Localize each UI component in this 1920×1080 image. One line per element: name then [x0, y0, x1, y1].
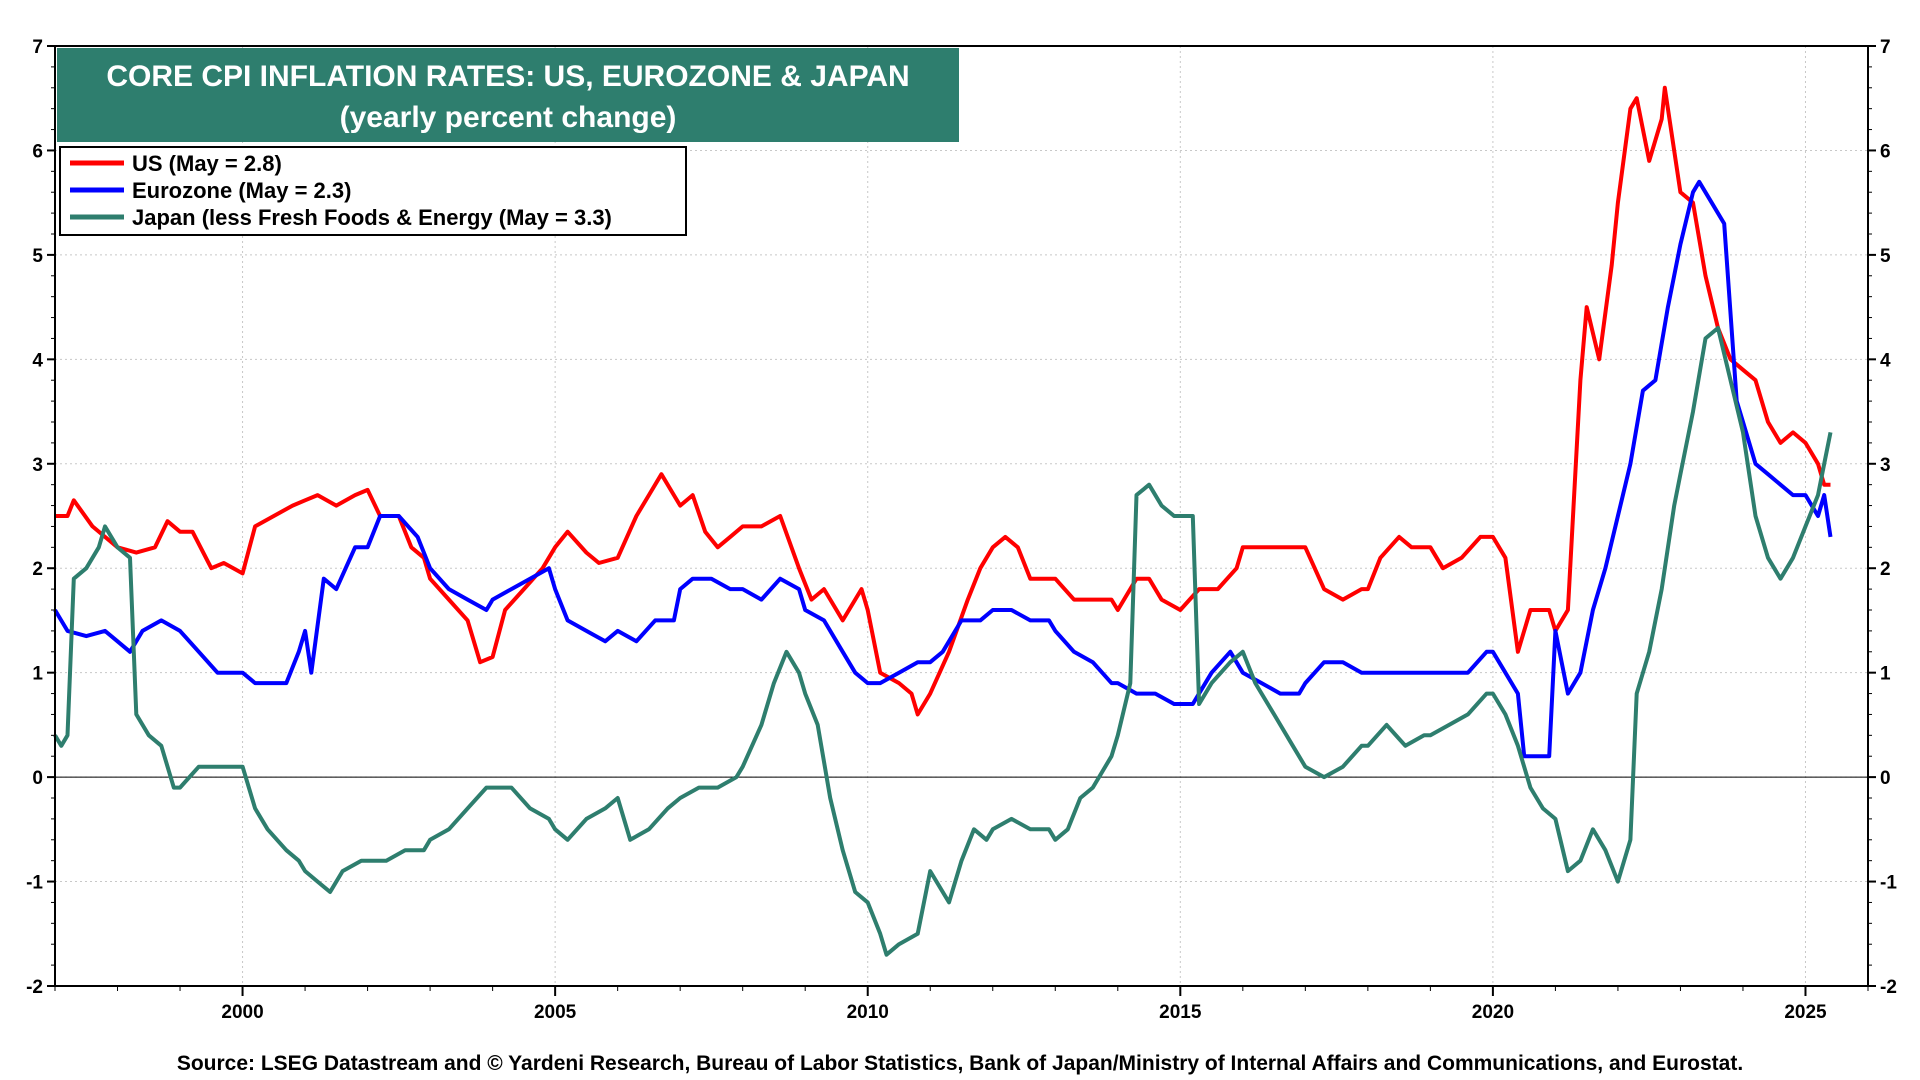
x-tick-label: 2005	[534, 1002, 577, 1023]
y-tick-label-right: 1	[1880, 664, 1891, 685]
legend-box	[59, 146, 687, 236]
legend-label-japan: Japan (less Fresh Foods & Energy (May = …	[132, 205, 612, 230]
y-tick-label-left: 4	[32, 350, 43, 371]
y-tick-label-left: 7	[32, 37, 43, 58]
y-tick-label-right: 2	[1880, 559, 1891, 580]
y-tick-label-right: -2	[1880, 977, 1897, 998]
y-tick-label-right: 0	[1880, 768, 1891, 789]
legend: US (May = 2.8) Eurozone (May = 2.3) Japa…	[59, 146, 687, 236]
x-tick-label: 2020	[1472, 1002, 1514, 1023]
plot-border	[54, 45, 1869, 987]
y-tick-label-right: 3	[1880, 455, 1891, 476]
y-tick-label-right: 6	[1880, 141, 1891, 162]
y-tick-label-right: -1	[1880, 873, 1897, 894]
title-box: CORE CPI INFLATION RATES: US, EUROZONE &…	[57, 48, 959, 142]
y-tick-label-left: 2	[32, 559, 43, 580]
y-tick-label-left: 5	[32, 246, 43, 267]
x-tick-label: 2015	[1159, 1002, 1202, 1023]
y-tick-label-right: 4	[1880, 350, 1891, 371]
y-tick-label-left: -2	[26, 977, 43, 998]
y-tick-label-left: 0	[32, 768, 43, 789]
y-tick-label-left: 3	[32, 455, 43, 476]
chart-subtitle: (yearly percent change)	[340, 101, 677, 134]
eurozone-line	[53, 179, 1833, 759]
chart-title: CORE CPI INFLATION RATES: US, EUROZONE &…	[106, 60, 909, 93]
x-tick-label: 2010	[847, 1002, 889, 1023]
legend-label-us: US (May = 2.8)	[132, 151, 282, 176]
y-tick-label-right: 7	[1880, 37, 1891, 58]
x-tick-label: 2000	[221, 1002, 263, 1023]
y-axis-left: 7 6 5 4 3 2 1 0 -1 -2	[26, 37, 55, 998]
x-axis: 2000 2005 2010 2015 2020 2025	[54, 986, 1869, 1023]
japan-line	[53, 326, 1833, 957]
source-note: Source: LSEG Datastream and © Yardeni Re…	[177, 1052, 1743, 1075]
y-tick-label-left: 1	[32, 664, 43, 685]
x-tick-label: 2025	[1784, 1002, 1827, 1023]
legend-label-eurozone: Eurozone (May = 2.3)	[132, 178, 351, 203]
y-tick-label-left: -1	[26, 873, 43, 894]
y-axis-right: 7 6 5 4 3 2 1 0 -1 -2	[1868, 37, 1897, 998]
y-tick-label-right: 5	[1880, 246, 1891, 267]
series-lines	[53, 85, 1833, 957]
grid-lines	[55, 46, 1868, 986]
y-tick-label-left: 6	[32, 141, 43, 162]
title-background	[57, 48, 959, 142]
